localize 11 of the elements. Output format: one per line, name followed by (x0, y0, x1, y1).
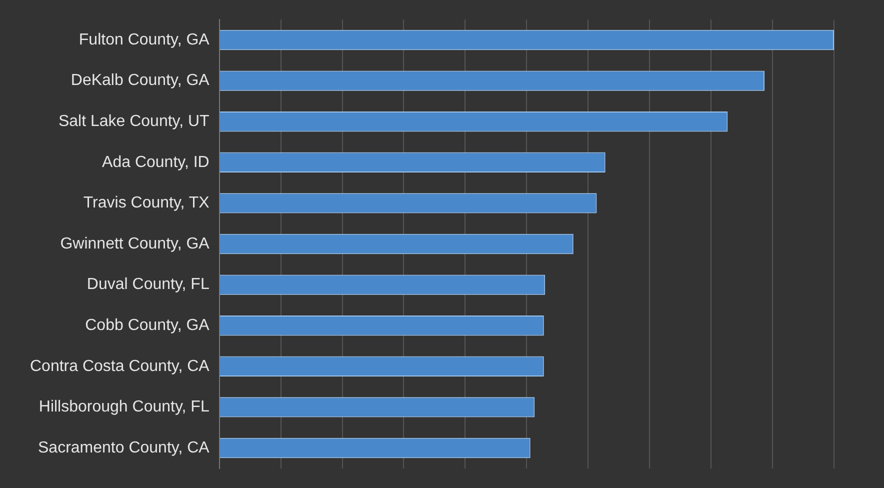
y-tick-label: Salt Lake County, UT (58, 113, 210, 130)
y-tick-label: Duval County, FL (86, 276, 210, 294)
y-tick-label: Fulton County, GA (78, 31, 210, 48)
y-tick-label: Gwinnett County, GA (60, 235, 210, 252)
y-tick-label: Ada County, ID (102, 154, 210, 171)
y-tick-label: DeKalb County, GA (70, 72, 210, 90)
y-tick-label: Sacramento County, CA (38, 439, 210, 456)
y-tick-label: Contra Costa County, CA (30, 358, 210, 375)
y-tick-label: Cobb County, GA (85, 317, 210, 334)
y-tick-label: Travis County, TX (83, 194, 210, 212)
y-tick-label: Hillsborough County, FL (38, 398, 210, 416)
